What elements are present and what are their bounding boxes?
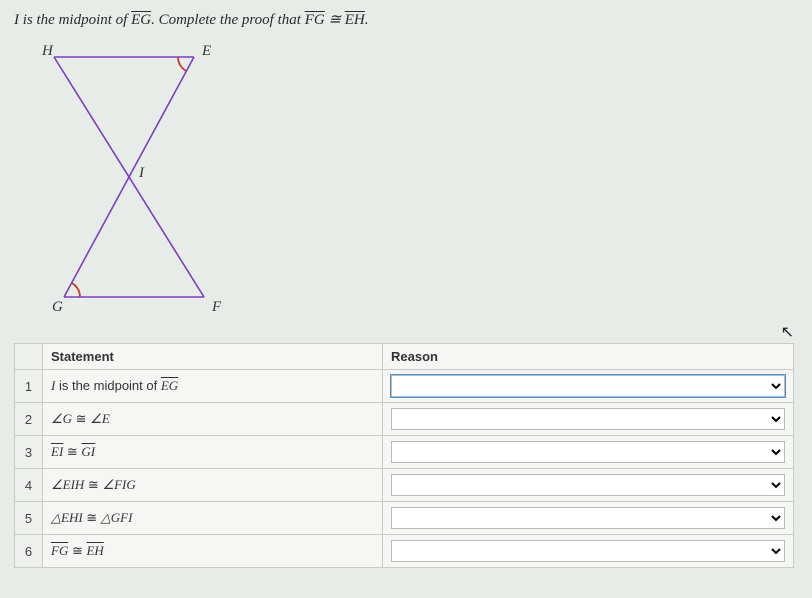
table-row: 5△EHI ≅ △GFI: [15, 502, 794, 535]
reason-cell: [383, 370, 794, 403]
table-row: 4∠EIH ≅ ∠FIG: [15, 469, 794, 502]
geometry-diagram: HEIGF ↖: [24, 37, 304, 337]
vertex-label-E: E: [202, 43, 211, 60]
statement-cell: FG ≅ EH: [43, 535, 383, 568]
proof-table: Statement Reason 1I is the midpoint of E…: [14, 343, 794, 568]
problem-seg2: FG: [305, 12, 325, 28]
vertex-label-G: G: [52, 299, 63, 316]
problem-seg1: EG: [131, 12, 151, 28]
statement-cell: I is the midpoint of EG: [43, 370, 383, 403]
reason-select[interactable]: [391, 441, 785, 463]
angle-arc: [72, 283, 80, 297]
header-reason: Reason: [383, 344, 794, 370]
angle-arc: [178, 57, 186, 71]
proof-table-header-row: Statement Reason: [15, 344, 794, 370]
row-number: 3: [15, 436, 43, 469]
table-row: 6FG ≅ EH: [15, 535, 794, 568]
reason-cell: [383, 535, 794, 568]
diagram-svg: [24, 37, 304, 337]
row-number: 4: [15, 469, 43, 502]
row-number: 1: [15, 370, 43, 403]
problem-middle: . Complete the proof that: [151, 12, 305, 28]
statement-cell: △EHI ≅ △GFI: [43, 502, 383, 535]
reason-select[interactable]: [391, 540, 785, 562]
problem-prefix: I is the midpoint of: [14, 12, 131, 28]
reason-select[interactable]: [391, 375, 785, 397]
reason-cell: [383, 502, 794, 535]
problem-statement: I is the midpoint of EG. Complete the pr…: [14, 10, 798, 29]
table-row: 1I is the midpoint of EG: [15, 370, 794, 403]
vertex-label-F: F: [212, 299, 221, 316]
vertex-label-I: I: [139, 165, 144, 182]
reason-select[interactable]: [391, 474, 785, 496]
row-number: 2: [15, 403, 43, 436]
reason-select[interactable]: [391, 408, 785, 430]
table-row: 2∠G ≅ ∠E: [15, 403, 794, 436]
table-row: 3EI ≅ GI: [15, 436, 794, 469]
reason-select[interactable]: [391, 507, 785, 529]
header-blank: [15, 344, 43, 370]
reason-cell: [383, 403, 794, 436]
statement-cell: ∠EIH ≅ ∠FIG: [43, 469, 383, 502]
problem-suffix: .: [365, 12, 369, 28]
row-number: 5: [15, 502, 43, 535]
statement-cell: ∠G ≅ ∠E: [43, 403, 383, 436]
problem-seg3: EH: [345, 12, 365, 28]
row-number: 6: [15, 535, 43, 568]
statement-cell: EI ≅ GI: [43, 436, 383, 469]
reason-cell: [383, 436, 794, 469]
edge-F-H: [54, 57, 204, 297]
cursor-icon: ↖: [781, 322, 794, 342]
header-statement: Statement: [43, 344, 383, 370]
reason-cell: [383, 469, 794, 502]
vertex-label-H: H: [42, 43, 53, 60]
problem-cong: ≅: [325, 12, 345, 28]
